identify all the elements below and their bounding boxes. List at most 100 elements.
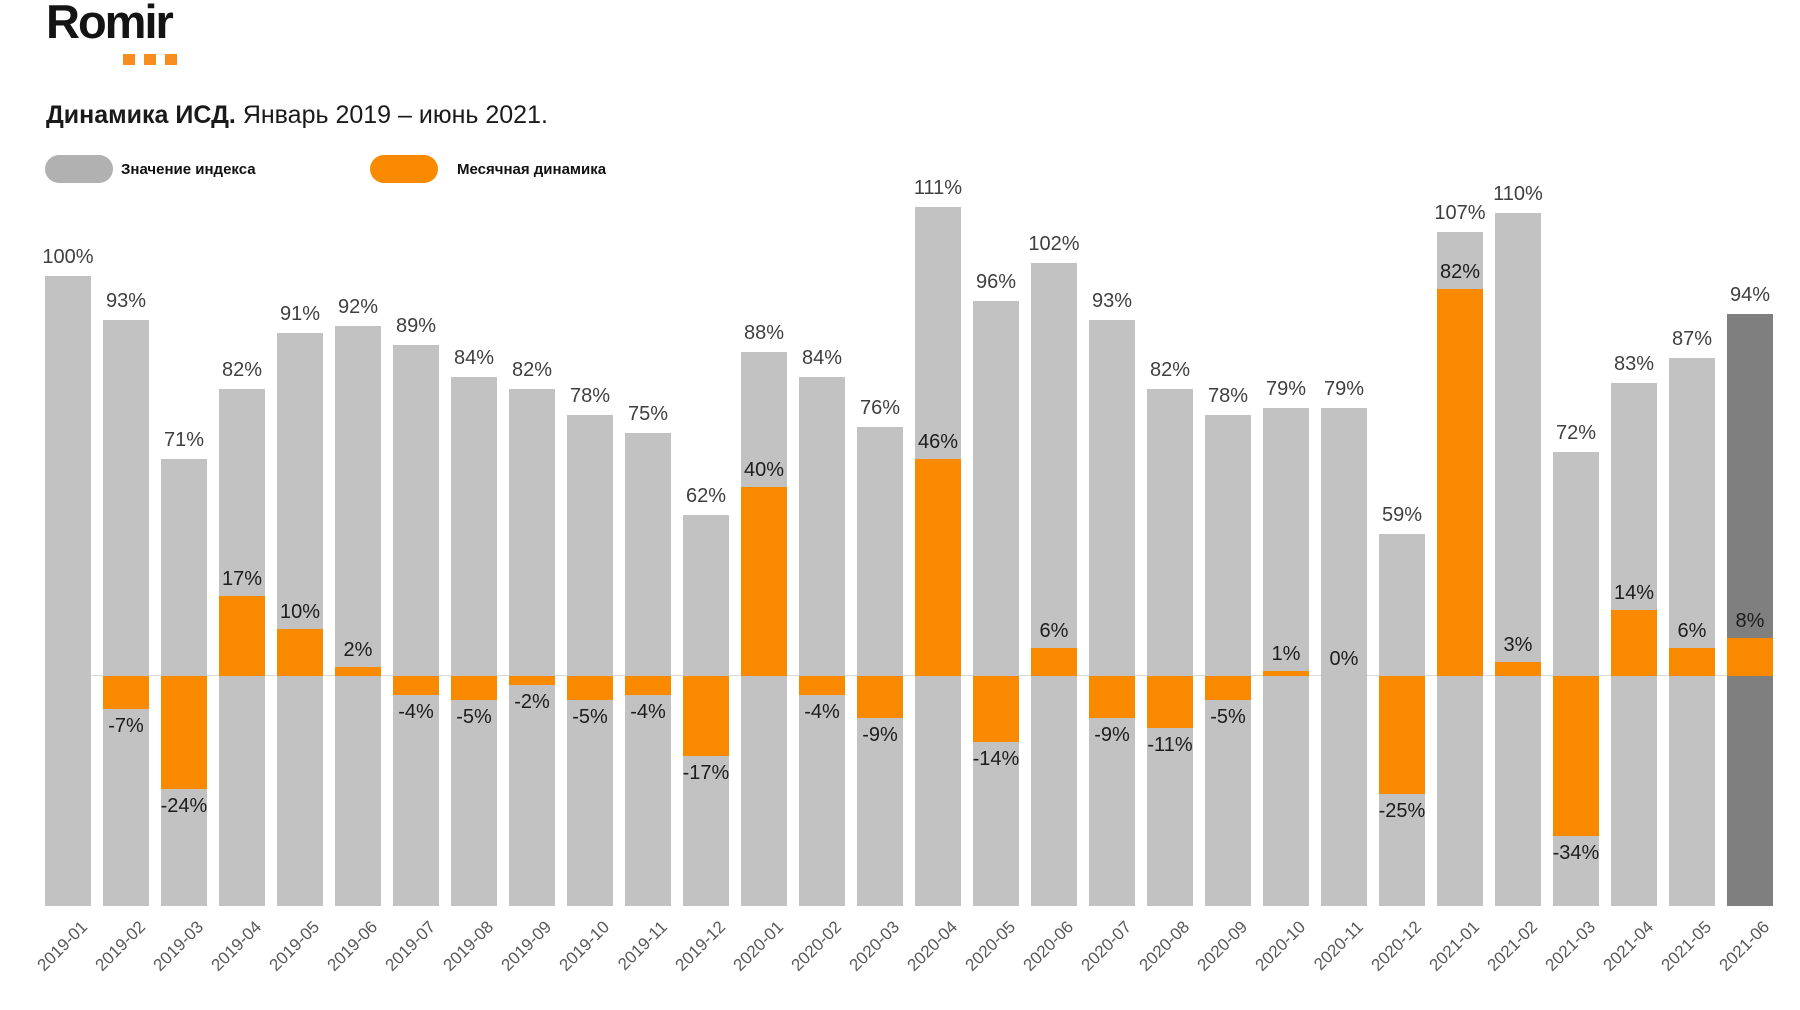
index-bar — [625, 433, 671, 906]
index-bar — [799, 377, 845, 906]
x-axis-label: 2019-12 — [671, 917, 729, 975]
legend-label-index-value: Значение индекса — [121, 161, 256, 178]
index-value-label: 83% — [1613, 353, 1655, 375]
dynamics-value-label: -5% — [456, 706, 492, 728]
index-value-label: 91% — [279, 303, 321, 325]
dynamics-value-label: 1% — [1271, 643, 1301, 665]
index-bar — [45, 276, 91, 906]
x-axis-label: 2019-05 — [265, 917, 323, 975]
dynamics-value-label: 10% — [279, 601, 321, 623]
dynamics-bar — [741, 487, 787, 676]
dynamics-value-label: 2% — [343, 639, 373, 661]
legend-label-monthly-dynamics: Месячная динамика — [457, 161, 607, 178]
bar-group-2019-06: 92% 2% — [335, 166, 381, 906]
x-axis-label: 2019-11 — [614, 917, 671, 974]
x-axis-label: 2019-07 — [381, 917, 439, 975]
index-value-label: 87% — [1671, 328, 1713, 350]
x-axis-label: 2020-03 — [845, 917, 903, 975]
bar-group-2019-10: 78% -5% — [567, 166, 613, 906]
x-axis-label: 2021-02 — [1483, 917, 1541, 975]
dynamics-value-label: -7% — [108, 715, 144, 737]
x-axis-label: 2019-08 — [439, 917, 497, 975]
dynamics-bar — [915, 459, 961, 676]
bar-group-2019-02: 93% -7% — [103, 166, 149, 906]
index-value-label: 93% — [105, 290, 147, 312]
x-axis-label: 2021-04 — [1599, 917, 1657, 975]
dynamics-bar — [451, 676, 497, 700]
dynamics-value-label: -9% — [1094, 724, 1130, 746]
x-axis-label: 2020-12 — [1367, 917, 1425, 975]
x-axis-label: 2020-02 — [787, 917, 845, 975]
romir-logo-text: Romir — [46, 0, 174, 48]
dynamics-bar — [161, 676, 207, 789]
bar-group-2019-03: 71% -24% — [161, 166, 207, 906]
dynamics-value-label: 8% — [1735, 610, 1765, 632]
index-value-label: 82% — [221, 359, 263, 381]
index-bar — [1147, 389, 1193, 906]
x-axis-label: 2021-05 — [1657, 917, 1715, 975]
dynamics-bar — [683, 676, 729, 756]
index-value-label: 78% — [569, 385, 611, 407]
dynamics-bar — [567, 676, 613, 700]
bar-group-2020-11: 79% 0% — [1321, 166, 1367, 906]
index-bar — [277, 333, 323, 906]
dynamics-value-label: -5% — [1210, 706, 1246, 728]
index-bar — [451, 377, 497, 906]
index-value-label: 93% — [1091, 290, 1133, 312]
bar-group-2020-05: 96% -14% — [973, 166, 1019, 906]
dynamics-bar — [1669, 648, 1715, 676]
index-value-label: 71% — [163, 429, 205, 451]
bar-group-2019-05: 91% 10% — [277, 166, 323, 906]
dynamics-value-label: -4% — [398, 701, 434, 723]
dynamics-bar — [1727, 638, 1773, 676]
bar-group-2021-01: 107% 82% — [1434, 166, 1486, 906]
bar-group-2019-04: 82% 17% — [219, 166, 265, 906]
x-axis-label: 2020-04 — [903, 917, 961, 975]
x-axis-label: 2019-10 — [555, 917, 613, 975]
index-bar — [1495, 213, 1541, 906]
dynamics-bar — [277, 629, 323, 676]
index-bar — [1263, 408, 1309, 906]
dynamics-value-label: -17% — [682, 762, 730, 784]
index-value-label: 79% — [1323, 378, 1365, 400]
dynamics-value-label: -14% — [972, 748, 1020, 770]
index-bar — [509, 389, 555, 906]
dynamics-value-label: -11% — [1147, 734, 1193, 756]
dynamics-bar — [393, 676, 439, 695]
dynamics-bar — [973, 676, 1019, 742]
index-value-label: 75% — [627, 403, 669, 425]
x-axis-label: 2019-04 — [207, 917, 265, 975]
dynamics-bar — [1205, 676, 1251, 700]
bar-group-2020-09: 78% -5% — [1205, 166, 1251, 906]
index-value-label: 100% — [42, 246, 94, 268]
dynamics-value-label: 0% — [1329, 648, 1359, 670]
bar-group-2021-04: 83% 14% — [1611, 166, 1657, 906]
x-axis-label: 2020-01 — [729, 917, 787, 975]
dynamics-value-label: 82% — [1439, 261, 1481, 283]
dynamics-bar — [219, 596, 265, 676]
index-value-label: 59% — [1381, 504, 1423, 526]
dynamics-value-label: 6% — [1039, 620, 1069, 642]
dynamics-value-label: -5% — [572, 706, 608, 728]
index-value-label: 110% — [1493, 183, 1543, 205]
dynamics-bar — [1089, 676, 1135, 718]
bar-group-2020-07: 93% -9% — [1089, 166, 1135, 906]
bar-group-2019-12: 62% -17% — [683, 166, 729, 906]
dynamics-bar — [1495, 662, 1541, 676]
chart-title: Динамика ИСД. Январь 2019 – июнь 2021. — [46, 101, 548, 130]
chart-title-period: Январь 2019 – июнь 2021. — [242, 101, 548, 129]
index-bar — [1205, 415, 1251, 906]
index-bar — [1089, 320, 1135, 906]
bar-group-2020-08: 82% -11% — [1147, 166, 1193, 906]
index-bar — [1669, 358, 1715, 906]
bar-group-2019-01: 100% — [42, 166, 94, 906]
index-bar — [1727, 314, 1773, 906]
x-axis-label: 2020-11 — [1310, 917, 1367, 974]
x-axis-label: 2020-10 — [1251, 917, 1309, 975]
dynamics-value-label: 3% — [1503, 634, 1533, 656]
dynamics-bar — [1611, 610, 1657, 676]
index-bar — [1031, 263, 1077, 906]
index-value-label: 62% — [685, 485, 727, 507]
dynamics-bar — [1031, 648, 1077, 676]
